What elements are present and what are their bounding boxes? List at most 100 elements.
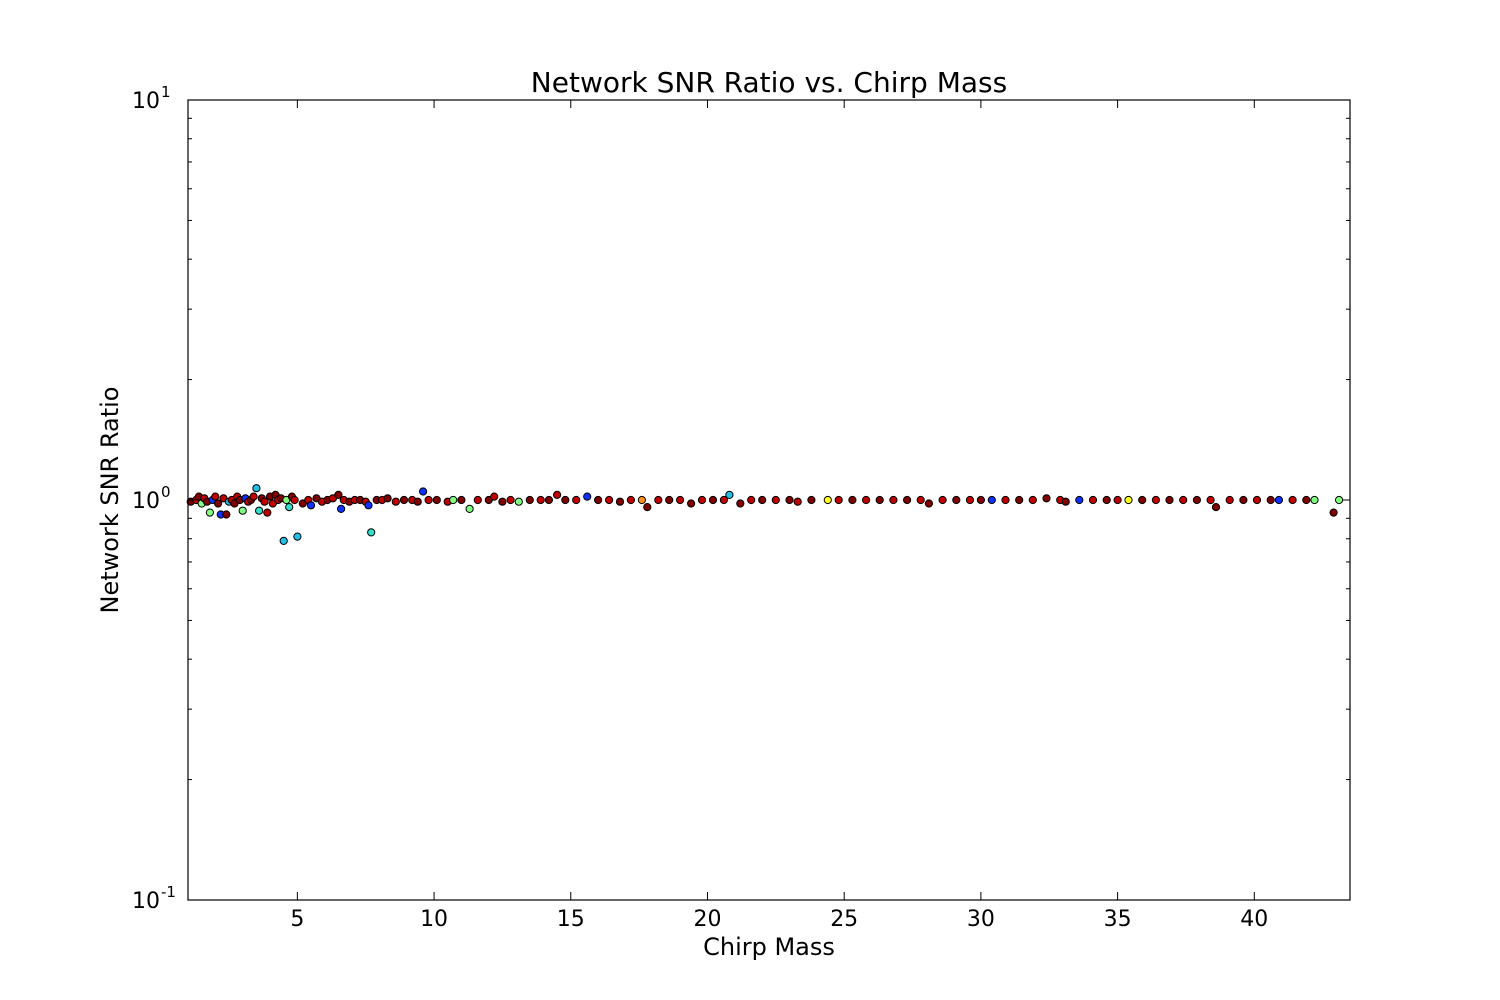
data-point-62 <box>419 487 428 496</box>
data-point-103 <box>823 495 832 505</box>
data-point-8 <box>211 492 220 501</box>
data-point-89 <box>665 495 674 505</box>
data-point-128 <box>1138 495 1147 505</box>
data-point-97 <box>747 495 756 505</box>
data-point-137 <box>1252 495 1262 505</box>
y-tick-label: 10 0 <box>132 483 171 514</box>
data-point-54 <box>367 528 376 537</box>
data-point-127 <box>1124 495 1133 505</box>
data-point-81 <box>583 492 592 501</box>
data-point-27 <box>263 508 272 517</box>
x-tick-label: 30 <box>967 907 995 932</box>
data-point-126 <box>1113 495 1122 505</box>
data-point-138 <box>1266 495 1275 505</box>
data-point-114 <box>965 495 975 505</box>
data-point-77 <box>544 495 554 505</box>
data-point-47 <box>337 504 346 513</box>
data-point-140 <box>1288 495 1297 505</box>
data-point-111 <box>924 499 934 508</box>
data-point-124 <box>1088 495 1098 505</box>
data-point-85 <box>626 495 636 505</box>
data-point-134 <box>1211 503 1221 512</box>
data-point-79 <box>561 495 570 505</box>
data-point-76 <box>536 495 545 505</box>
data-point-98 <box>758 495 767 505</box>
x-tick-label: 20 <box>693 907 721 932</box>
data-point-57 <box>383 494 392 503</box>
data-point-108 <box>889 495 898 505</box>
data-point-106 <box>862 495 871 505</box>
data-point-92 <box>697 495 707 505</box>
data-point-12 <box>222 510 231 519</box>
data-point-73 <box>506 495 515 505</box>
chart-title: Network SNR Ratio vs. Chirp Mass <box>531 66 1007 99</box>
data-point-41 <box>306 501 316 510</box>
data-point-139 <box>1274 495 1284 505</box>
data-point-9 <box>214 499 223 508</box>
data-point-38 <box>293 532 302 541</box>
data-point-110 <box>916 495 925 505</box>
data-point-125 <box>1102 495 1111 505</box>
data-point-122 <box>1061 497 1070 506</box>
data-point-68 <box>465 504 474 513</box>
data-point-105 <box>848 495 857 505</box>
data-point-26 <box>260 497 269 506</box>
data-point-144 <box>1335 495 1344 505</box>
data-point-59 <box>399 495 409 505</box>
data-point-75 <box>525 495 534 505</box>
data-point-135 <box>1225 495 1234 505</box>
data-point-133 <box>1206 495 1215 505</box>
x-tick-label: 5 <box>290 907 304 932</box>
data-point-104 <box>834 495 843 505</box>
data-point-53 <box>364 501 373 510</box>
data-point-101 <box>793 497 802 506</box>
data-point-100 <box>785 495 794 505</box>
data-point-131 <box>1179 495 1188 505</box>
data-point-130 <box>1165 495 1174 505</box>
data-point-118 <box>1015 495 1024 505</box>
data-point-136 <box>1239 495 1248 505</box>
y-tick-label: 10 -1 <box>132 883 176 914</box>
y-tick-label-base: 10 <box>132 889 160 914</box>
data-point-123 <box>1075 495 1084 505</box>
x-axis: 5 10 15 20 25 30 35 40 <box>290 100 1268 932</box>
data-point-99 <box>771 495 780 505</box>
y-tick-label-exponent: 1 <box>161 83 171 101</box>
data-point-117 <box>1001 495 1010 505</box>
data-point-69 <box>473 495 482 505</box>
y-axis-label: Network SNR Ratio <box>96 387 124 614</box>
data-point-33 <box>279 536 288 546</box>
x-tick-label: 25 <box>830 907 858 932</box>
data-points <box>186 484 1344 546</box>
data-point-95 <box>725 490 734 499</box>
data-point-132 <box>1192 495 1202 505</box>
y-tick-label-exponent: 0 <box>161 483 171 501</box>
data-point-71 <box>490 492 499 501</box>
data-point-129 <box>1151 495 1161 505</box>
x-tick-label: 15 <box>557 907 585 932</box>
data-point-91 <box>687 499 696 508</box>
data-point-112 <box>938 495 947 505</box>
data-point-24 <box>255 506 264 515</box>
data-point-120 <box>1042 494 1051 503</box>
y-tick-label-base: 10 <box>132 89 160 114</box>
data-point-6 <box>205 508 214 517</box>
data-point-119 <box>1028 495 1037 505</box>
y-tick-label: 10 1 <box>132 83 171 114</box>
data-point-78 <box>553 490 562 499</box>
y-tick-label-base: 10 <box>132 489 160 514</box>
data-point-80 <box>572 495 581 505</box>
data-point-113 <box>952 495 961 505</box>
data-point-66 <box>449 495 458 505</box>
data-point-23 <box>252 484 261 493</box>
data-point-63 <box>424 495 433 505</box>
data-point-72 <box>498 497 507 506</box>
x-tick-label: 40 <box>1240 907 1268 932</box>
x-axis-label: Chirp Mass <box>703 933 835 961</box>
data-point-18 <box>238 506 247 515</box>
data-point-58 <box>391 497 400 506</box>
data-point-96 <box>736 499 745 508</box>
data-point-74 <box>514 497 523 506</box>
